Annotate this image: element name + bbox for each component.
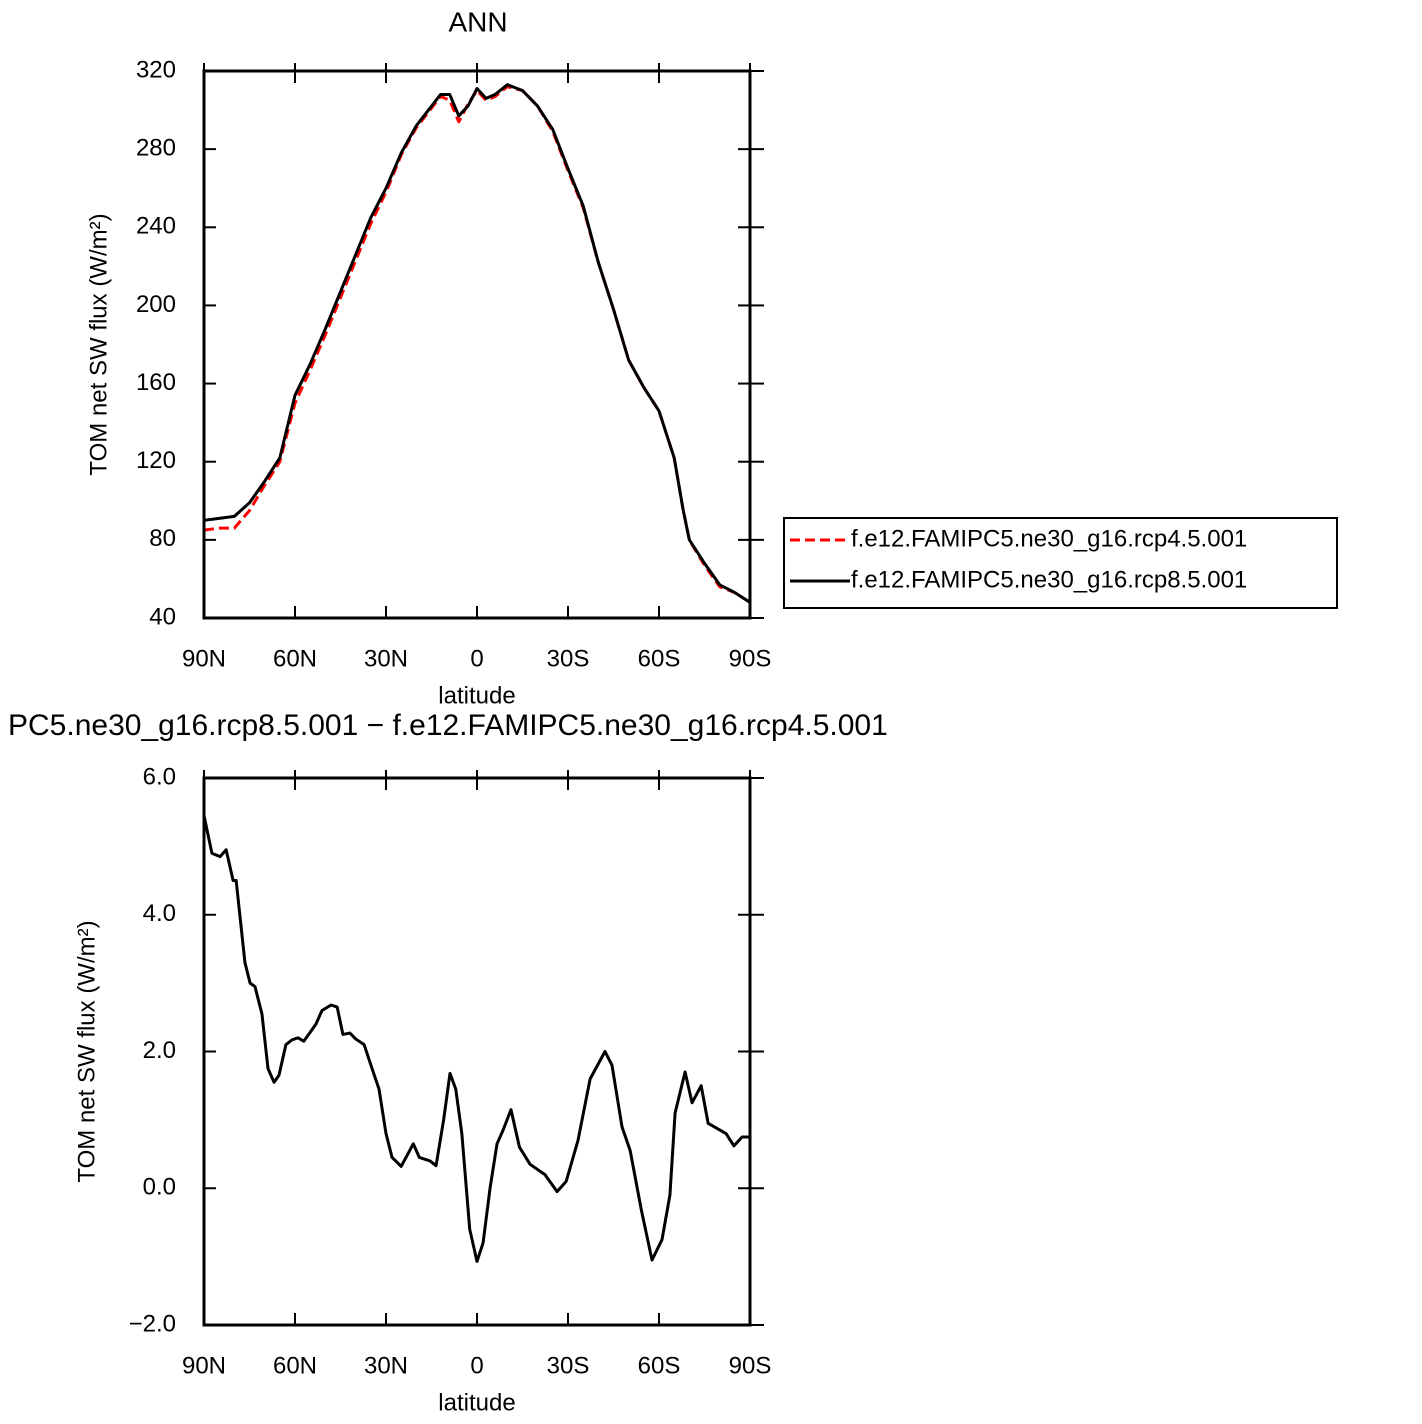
x-tick-label: 0	[470, 645, 483, 672]
y-axis-label: TOM net SW flux (W/m²)	[73, 920, 100, 1182]
y-tick-label: 6.0	[143, 763, 176, 790]
y-tick-label: 320	[136, 56, 176, 83]
x-tick-label: 30N	[364, 1352, 408, 1379]
legend-label: f.e12.FAMIPC5.ne30_g16.rcp8.5.001	[851, 566, 1247, 593]
chart-title: PC5.ne30_g16.rcp8.5.001 − f.e12.FAMIPC5.…	[8, 709, 888, 742]
x-tick-label: 60S	[638, 645, 681, 672]
x-tick-label: 90N	[182, 1352, 226, 1379]
x-axis-label: latitude	[438, 682, 515, 709]
y-tick-label: −2.0	[129, 1310, 176, 1337]
y-tick-label: 240	[136, 213, 176, 240]
y-tick-label: 160	[136, 369, 176, 396]
y-tick-label: 80	[149, 525, 176, 552]
data-line	[203, 85, 751, 604]
x-tick-label: 30S	[547, 1352, 590, 1379]
y-tick-label: 4.0	[143, 900, 176, 927]
y-tick-label: 0.0	[143, 1174, 176, 1201]
y-axis-label: TOM net SW flux (W/m²)	[85, 213, 112, 475]
x-tick-label: 30N	[364, 645, 408, 672]
x-tick-label: 60N	[273, 645, 317, 672]
x-tick-label: 0	[470, 1352, 483, 1379]
data-line	[202, 815, 750, 1263]
x-tick-label: 90S	[729, 645, 772, 672]
plot-frame	[202, 69, 752, 620]
chart-title: ANN	[448, 6, 507, 37]
plot-frame	[202, 776, 752, 1327]
x-axis-label: latitude	[438, 1389, 515, 1416]
x-tick-label: 90N	[182, 645, 226, 672]
y-tick-label: 200	[136, 291, 176, 318]
data-line	[203, 83, 751, 604]
legend-label: f.e12.FAMIPC5.ne30_g16.rcp4.5.001	[851, 525, 1247, 552]
legend-box	[783, 517, 1338, 609]
y-tick-label: 120	[136, 447, 176, 474]
y-tick-label: 40	[149, 603, 176, 630]
y-tick-label: 280	[136, 134, 176, 161]
x-tick-label: 30S	[547, 645, 590, 672]
y-tick-label: 2.0	[143, 1037, 176, 1064]
x-tick-label: 60N	[273, 1352, 317, 1379]
x-tick-label: 90S	[729, 1352, 772, 1379]
x-tick-label: 60S	[638, 1352, 681, 1379]
